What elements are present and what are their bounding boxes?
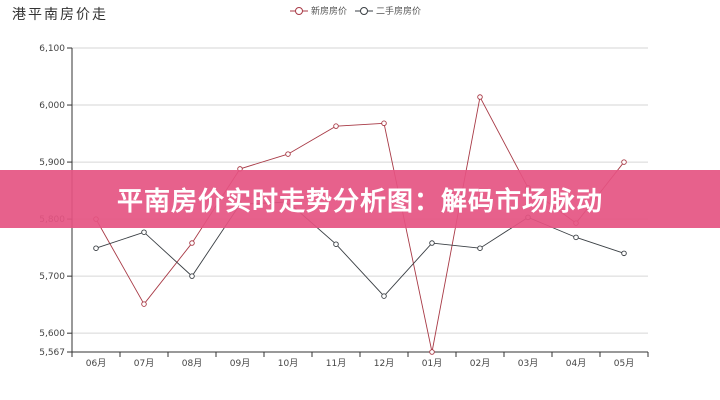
y-tick-label: 5,567 — [39, 348, 65, 358]
chart-title: 港平南房价走 — [12, 7, 108, 23]
legend-item-new[interactable]: 新房房价 — [290, 4, 347, 17]
legend-marker-new-icon — [290, 6, 308, 15]
data-point-0-7 — [429, 349, 435, 355]
data-point-1-5 — [333, 241, 339, 247]
headline-banner: 平南房价实时走势分析图：解码市场脉动 — [0, 170, 720, 228]
y-tick-label: 5,900 — [39, 158, 65, 168]
data-point-1-10 — [573, 234, 579, 241]
data-point-0-6 — [381, 120, 387, 127]
data-point-0-1 — [141, 301, 147, 307]
data-point-1-2 — [189, 273, 195, 279]
legend-marker-used-icon — [355, 6, 374, 15]
x-tick-label: 02月 — [470, 358, 490, 369]
y-tick-label: 5,700 — [39, 272, 65, 282]
legend-label-used: 二手房房价 — [376, 7, 422, 17]
x-tick-label: 10月 — [278, 358, 298, 369]
y-tick-label: 6,000 — [39, 101, 65, 111]
y-tick-label: 5,600 — [39, 329, 65, 339]
x-tick-label: 04月 — [566, 358, 586, 369]
x-tick-label: 01月 — [422, 358, 442, 369]
data-point-1-8 — [477, 245, 483, 251]
y-tick-label: 6,100 — [39, 44, 65, 54]
data-point-0-2 — [189, 240, 195, 246]
data-point-1-0 — [93, 245, 99, 251]
banner-text: 平南房价实时走势分析图：解码市场脉动 — [116, 186, 603, 217]
legend: 新房房价 二手房房价 — [290, 4, 421, 17]
data-point-0-11 — [621, 159, 627, 165]
data-point-0-8 — [477, 94, 483, 100]
data-point-1-7 — [429, 240, 435, 246]
data-point-1-1 — [141, 229, 147, 235]
legend-item-used[interactable]: 二手房房价 — [355, 4, 421, 17]
x-tick-label: 09月 — [230, 358, 250, 369]
x-tick-label: 12月 — [374, 358, 394, 369]
x-tick-label: 06月 — [86, 358, 106, 369]
legend-label-new: 新房房价 — [311, 7, 348, 17]
x-tick-label: 11月 — [326, 358, 346, 369]
data-point-1-11 — [621, 250, 627, 257]
data-point-0-5 — [333, 123, 339, 129]
x-tick-label: 03月 — [518, 358, 538, 369]
x-tick-label: 05月 — [614, 358, 634, 369]
data-point-0-4 — [285, 151, 291, 157]
x-tick-label: 07月 — [134, 358, 154, 369]
x-tick-label: 08月 — [182, 358, 202, 369]
data-point-1-6 — [381, 293, 387, 299]
